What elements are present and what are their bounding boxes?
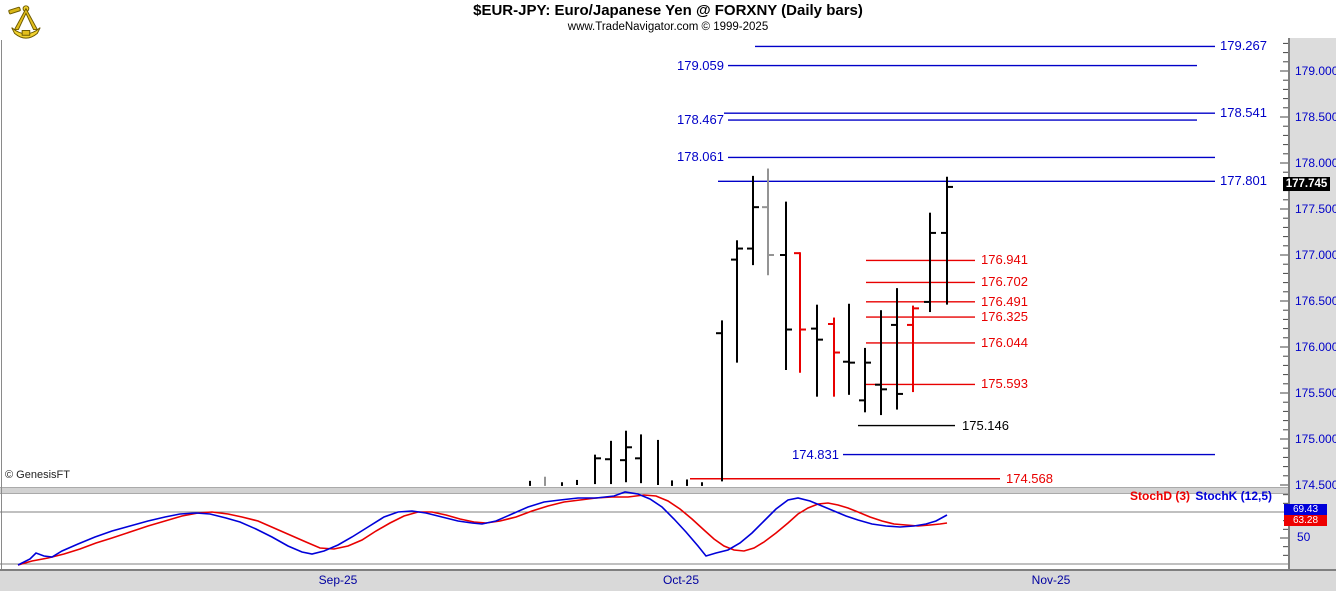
current-price-badge: 177.745 xyxy=(1283,177,1330,191)
stochd-curve xyxy=(17,494,948,566)
genesis-sextant-logo-icon xyxy=(8,5,41,39)
plot-left-border xyxy=(1,40,2,569)
stochk-legend-label: StochK (12,5) xyxy=(1195,489,1272,503)
genesis-watermark: © GenesisFT xyxy=(5,469,70,481)
chart-title: $EUR-JPY: Euro/Japanese Yen @ FORXNY (Da… xyxy=(473,2,863,19)
stochd-legend-label: StochD (3) xyxy=(1130,489,1190,503)
chart-subtitle: www.TradeNavigator.com © 1999-2025 xyxy=(567,21,769,33)
stochk-value-badge: 69.43 xyxy=(1284,504,1327,515)
stochk-curve xyxy=(17,491,948,566)
price-axis-strip[interactable] xyxy=(1288,38,1336,569)
panel-divider[interactable] xyxy=(0,487,1288,494)
time-axis-strip[interactable] xyxy=(0,569,1336,591)
stochd-value-badge: 63.28 xyxy=(1284,515,1327,526)
stoch-50-level-label: 50 xyxy=(1297,530,1311,544)
